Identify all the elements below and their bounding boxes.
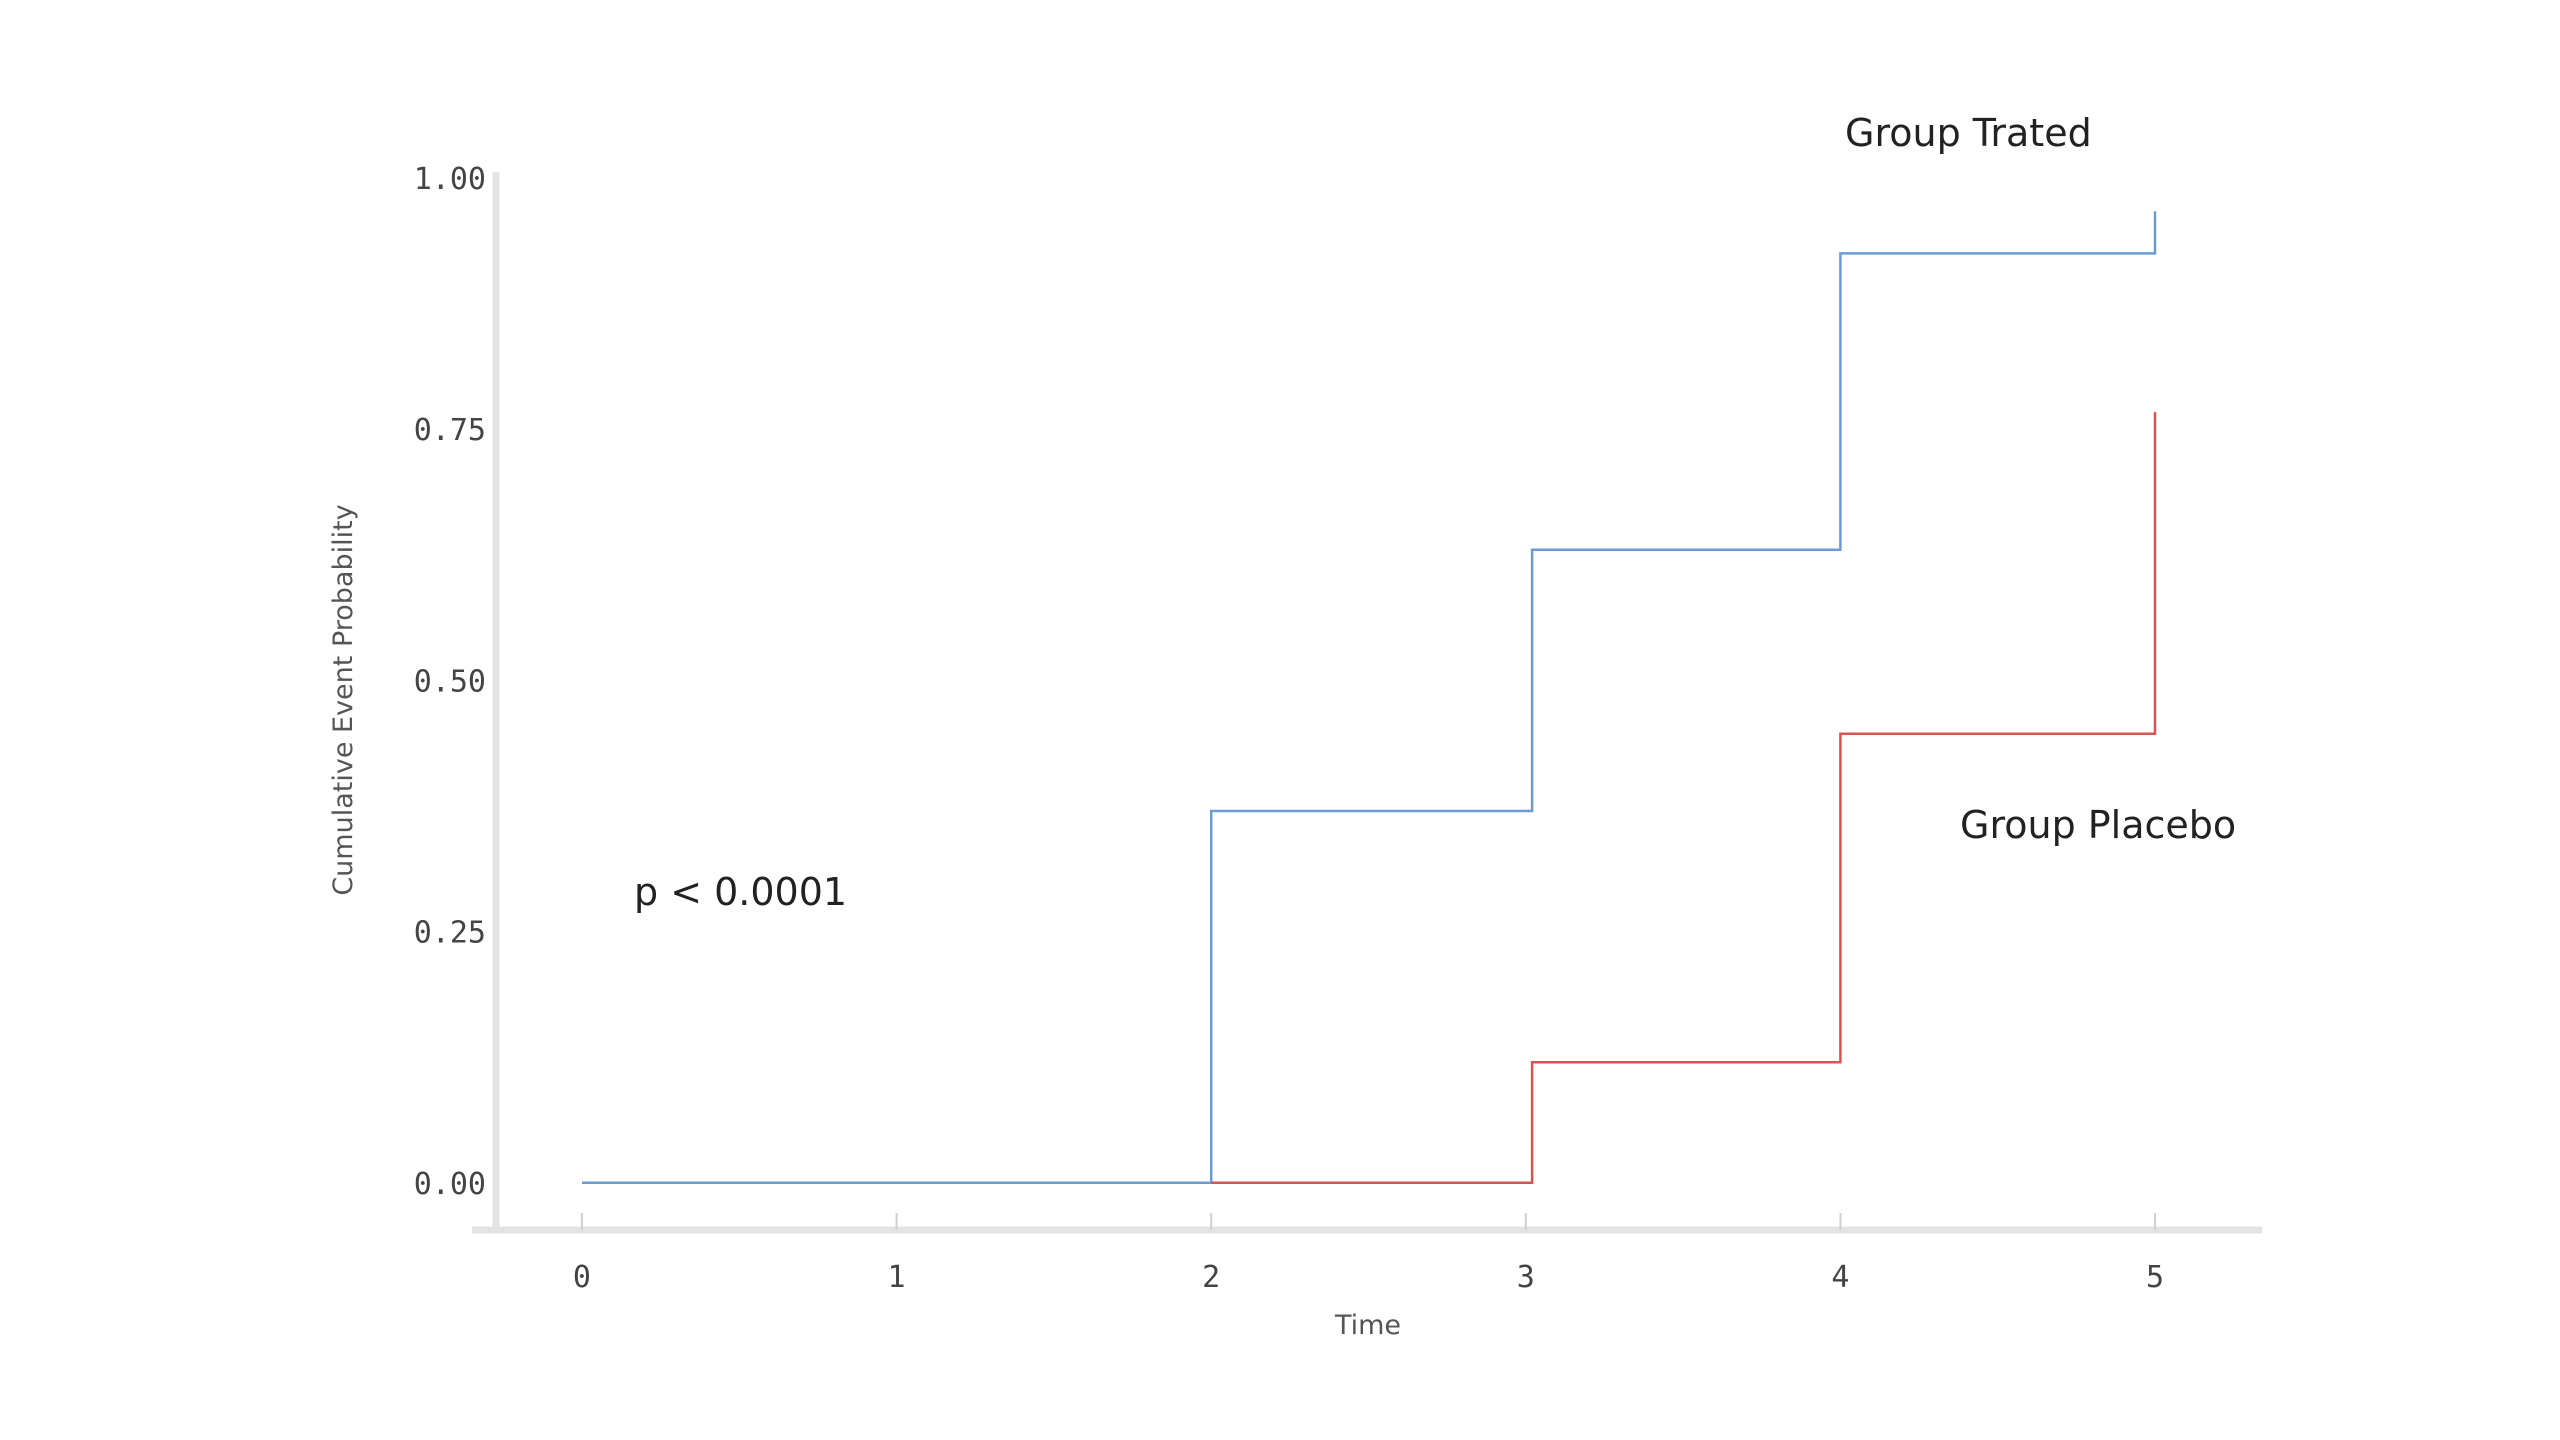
x-tick-label: 0: [573, 1260, 591, 1295]
y-tick-label: 0.50: [414, 664, 486, 699]
x-tick-label: 3: [1517, 1260, 1535, 1295]
p-value-annotation: p < 0.0001: [634, 870, 847, 914]
series-label-placebo: Group Placebo: [1960, 803, 2236, 847]
x-tick-label: 4: [1831, 1260, 1849, 1295]
series-line-trated: [582, 211, 2157, 1185]
x-tick-label: 5: [2146, 1260, 2164, 1295]
series-lines: [582, 211, 2157, 1185]
x-axis-title: Time: [1334, 1310, 1401, 1341]
y-tick-label: 0.00: [414, 1167, 486, 1202]
y-axis-title: Cumulative Event Probability: [328, 504, 359, 895]
x-tick-label: 2: [1202, 1260, 1220, 1295]
y-tick-label: 0.25: [414, 916, 486, 951]
y-tick-label: 0.75: [414, 413, 486, 448]
x-tick-label: 1: [888, 1260, 906, 1295]
series-line-placebo: [1211, 412, 2157, 1185]
series-labels: Group Trated Group Placebo: [1845, 111, 2236, 847]
tick-labels: 0 1 2 3 4 5 0.00 0.25 0.50 0.75 1.00: [414, 162, 2164, 1295]
axes: [472, 172, 2262, 1234]
y-tick-label: 1.00: [414, 162, 486, 197]
series-label-trated: Group Trated: [1845, 111, 2092, 155]
